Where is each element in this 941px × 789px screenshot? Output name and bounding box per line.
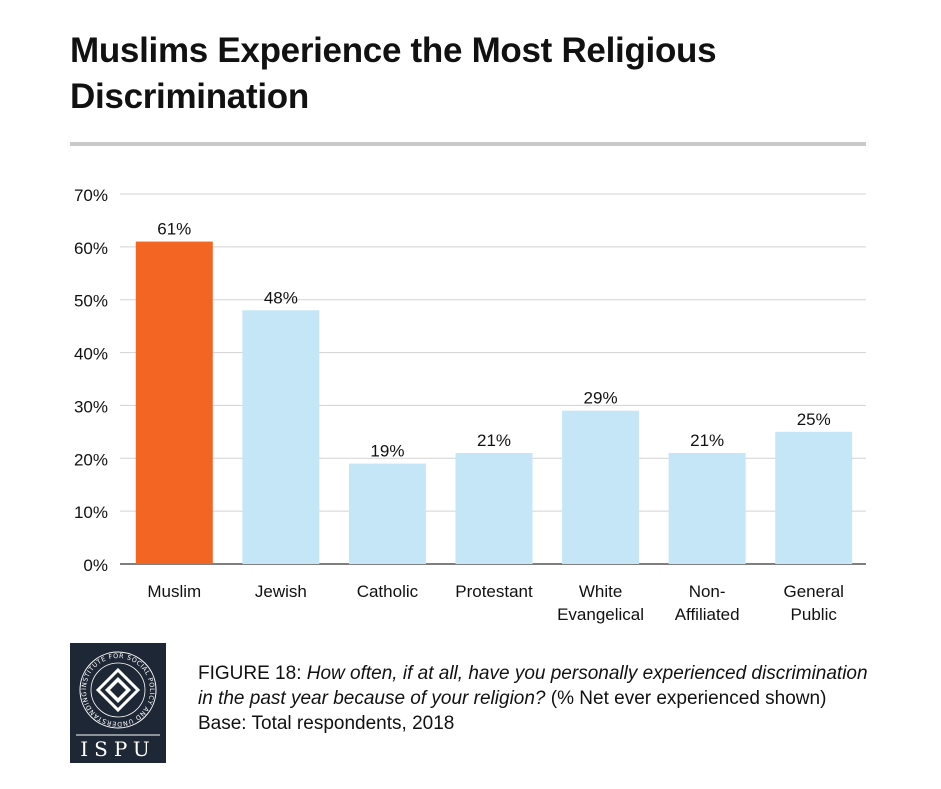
ispu-logo: INSTITUTE FOR SOCIAL POLICY AND UNDERSTA…: [70, 643, 166, 763]
value-labels: 61% 48% 19% 21% 29% 21% 25%: [157, 220, 830, 461]
bar-value-label: 19%: [370, 442, 404, 461]
x-category-label: Protestant: [455, 582, 533, 601]
x-category-label: White Evangelical: [557, 582, 644, 624]
figure-label: FIGURE 18: [198, 663, 297, 684]
y-tick-label: 40%: [74, 345, 108, 364]
bar-catholic: [348, 463, 426, 564]
bar-value-label: 21%: [477, 431, 511, 450]
x-category-label: Jewish: [255, 582, 307, 601]
bar-non-affiliated: [668, 453, 746, 564]
chart-title: Muslims Experience the Most Religious Di…: [70, 31, 717, 116]
y-tick-label: 50%: [74, 292, 108, 311]
bar-muslim: [135, 241, 213, 565]
bar-value-label: 29%: [584, 389, 618, 408]
y-tick-label: 30%: [74, 397, 108, 416]
y-axis-ticks: 0% 10% 20% 30% 40% 50% 60% 70%: [74, 186, 108, 575]
y-tick-label: 0%: [83, 556, 108, 575]
y-tick-label: 60%: [74, 239, 108, 258]
x-category-label: Non-Affiliated: [675, 582, 740, 624]
x-category-label: Catholic: [357, 582, 419, 601]
x-category-label: Muslim: [147, 582, 201, 601]
bar-protestant: [455, 453, 533, 564]
y-tick-label: 10%: [74, 503, 108, 522]
x-axis-categories: Muslim Jewish Catholic Protestant White Evang…: [147, 582, 844, 624]
x-category-label: General Public: [783, 582, 843, 624]
bar-value-label: 25%: [797, 410, 831, 429]
y-tick-label: 70%: [74, 186, 108, 205]
bar-value-label: 21%: [690, 431, 724, 450]
bar-value-label: 61%: [157, 220, 191, 239]
bars: [135, 241, 853, 565]
survey-question: How often, if at all, have you personall…: [198, 663, 868, 709]
bar-value-label: 48%: [264, 288, 298, 307]
bar-chart: 0% 10% 20% 30% 40% 50% 60% 70% 61% 48% 19% 21% 29% 2…: [74, 186, 866, 624]
y-tick-label: 20%: [74, 450, 108, 469]
bar-general-public: [775, 431, 853, 564]
title-divider: [70, 142, 866, 146]
figure-caption: FIGURE 18: How often, if at all, have yo…: [198, 663, 868, 734]
bar-jewish: [242, 310, 320, 564]
ispu-emblem-icon: INSTITUTE FOR SOCIAL POLICY AND UNDERSTA…: [70, 643, 166, 763]
logo-text: ISPU: [80, 737, 156, 761]
bar-white-evangelical: [562, 410, 640, 564]
caption-note: (% Net ever experienced shown) Base: Tot…: [198, 688, 827, 734]
